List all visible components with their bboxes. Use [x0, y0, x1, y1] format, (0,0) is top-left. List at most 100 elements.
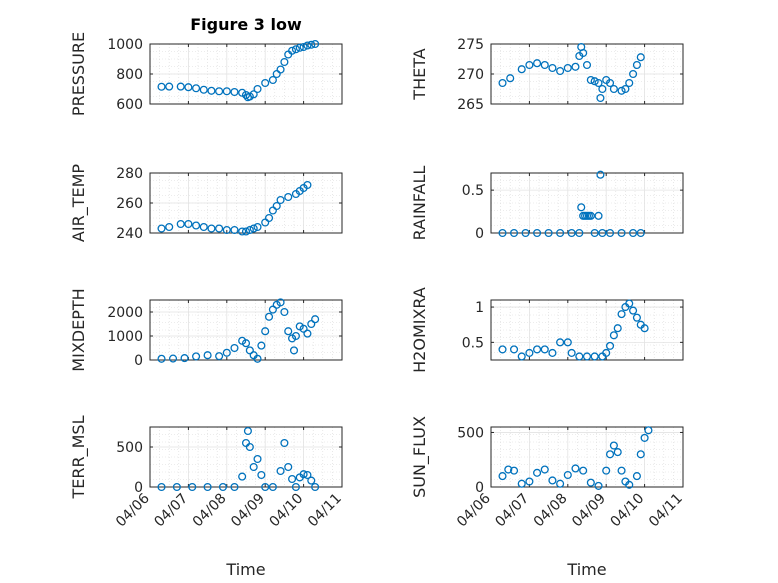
data-point: [598, 84, 607, 94]
data-point: [613, 324, 622, 333]
data-point: [165, 222, 174, 232]
data-point: [280, 438, 289, 448]
data-point: [509, 466, 519, 475]
data-point: [525, 348, 534, 357]
data-point: [617, 86, 626, 95]
data-point: [264, 312, 274, 321]
data-point: [157, 224, 166, 233]
data-point: [640, 433, 649, 442]
data-point: [625, 299, 634, 308]
data-point: [586, 478, 595, 487]
data-point: [521, 228, 530, 238]
data-point: [563, 63, 572, 73]
y-tick-label: 1000: [107, 329, 143, 345]
data-point: [261, 78, 270, 88]
data-point: [222, 225, 231, 235]
data-point: [203, 351, 212, 360]
data-point: [176, 82, 185, 91]
data-point: [579, 48, 588, 58]
y-tick-label: 0.5: [462, 335, 484, 351]
data-point: [594, 481, 603, 490]
subplot-8: 0 500 SUN_FLUX: [410, 416, 684, 498]
data-point: [157, 482, 166, 492]
data-point: [582, 352, 592, 361]
data-point: [168, 354, 178, 363]
data-point: [288, 46, 297, 55]
data-point: [257, 341, 266, 350]
data-point: [548, 63, 557, 73]
data-point: [567, 348, 576, 357]
data-point: [621, 84, 630, 94]
data-point: [563, 338, 572, 347]
data-point: [249, 90, 258, 99]
axes-box: [149, 426, 343, 488]
data-point: [280, 57, 289, 67]
data-point: [245, 346, 254, 355]
data-point: [184, 219, 193, 229]
data-point: [280, 307, 289, 317]
data-point: [525, 477, 534, 486]
data-point: [284, 327, 293, 336]
data-point: [609, 441, 618, 450]
data-point: [307, 319, 316, 329]
data-point: [586, 211, 595, 220]
data-point: [594, 78, 603, 88]
data-point: [590, 228, 599, 238]
data-point: [268, 305, 277, 314]
data-point: [303, 180, 312, 190]
data-point: [257, 470, 266, 480]
data-point: [172, 482, 181, 492]
data-point: [207, 224, 216, 233]
x-tick-label: 04/07: [492, 491, 532, 531]
y-tick-label: 265: [457, 97, 484, 113]
data-point: [548, 348, 557, 357]
data-point: [602, 466, 611, 475]
data-point: [548, 476, 557, 485]
data-point: [291, 331, 300, 341]
data-point: [245, 225, 254, 235]
data-point: [230, 87, 239, 97]
data-point: [243, 426, 252, 436]
subplot-6: 0.5 1 H2OMIXRA: [410, 287, 684, 373]
x-tick-label: 04/07: [151, 491, 191, 531]
data-point: [567, 228, 576, 238]
data-point: [291, 482, 300, 492]
y-tick-label: 240: [116, 226, 143, 242]
data-point: [629, 69, 638, 79]
data-point: [525, 60, 534, 70]
data-point: [498, 472, 507, 481]
data-point: [289, 346, 299, 355]
y-tick-label: 600: [116, 97, 143, 113]
data-point: [192, 352, 201, 361]
data-point: [636, 53, 645, 62]
x-tick-label: 04/09: [228, 491, 268, 531]
x-tick-label: 04/08: [190, 491, 230, 531]
data-point: [299, 324, 308, 333]
subplot-5: 0 1000 2000 MIXDEPTH: [69, 288, 343, 372]
data-point: [249, 462, 258, 472]
y-axis-label: H2OMIXRA: [410, 287, 429, 373]
data-point: [303, 41, 312, 50]
data-point: [575, 352, 584, 361]
data-point: [253, 84, 262, 94]
data-point: [596, 170, 605, 179]
data-point: [241, 90, 251, 100]
data-point: [276, 466, 285, 476]
data-point: [276, 298, 285, 307]
data-point: [253, 222, 262, 232]
data-point: [636, 450, 645, 459]
data-point: [241, 339, 251, 348]
data-point: [632, 472, 641, 481]
data-point: [268, 75, 277, 85]
y-tick-label: 275: [457, 37, 484, 53]
data-point: [192, 221, 201, 230]
x-axis-label: Time: [225, 560, 265, 579]
data-point: [556, 66, 565, 76]
data-point: [625, 480, 634, 489]
data-point: [272, 201, 281, 211]
data-point: [311, 482, 320, 492]
data-point: [629, 306, 638, 315]
data-point: [303, 329, 312, 338]
data-point: [509, 345, 519, 354]
data-point: [253, 454, 262, 464]
